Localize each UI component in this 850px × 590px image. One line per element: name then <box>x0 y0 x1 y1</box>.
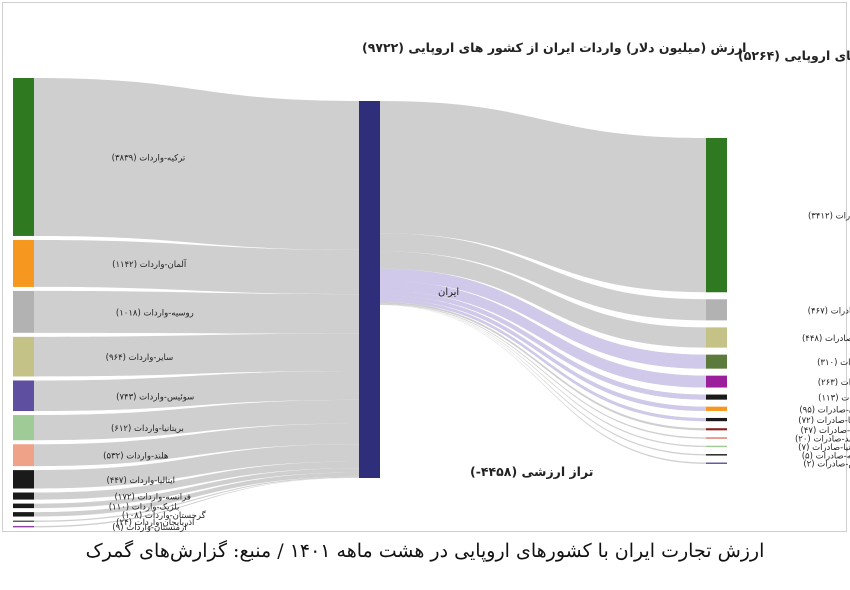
export-10-node <box>706 445 727 448</box>
export-9-node <box>706 437 727 439</box>
import-11-node <box>13 520 34 522</box>
import-0-link <box>34 78 359 250</box>
import-1-node <box>13 239 34 287</box>
export-12-label: سوئیس-صادرات (۲) <box>803 460 850 470</box>
import-2-label: روسیه-واردات (۱۰۱۸) <box>116 308 194 318</box>
imports-title: ارزش (میلیون دلار) واردات ایران از کشور … <box>362 40 746 55</box>
export-7-node <box>706 417 727 422</box>
import-3-label: سایر-واردات (۹۶۴) <box>106 353 174 363</box>
import-1-link <box>34 239 359 295</box>
import-8-node <box>13 492 34 500</box>
import-2-link <box>34 290 359 334</box>
import-12-link <box>34 477 359 528</box>
export-12-link <box>380 304 706 464</box>
iran-node <box>359 101 380 478</box>
export-1-label: روسیه-صادرات (۴۶۷) <box>808 306 850 316</box>
import-5-label: بریتانیا-واردات (۶۱۲) <box>111 424 184 434</box>
import-11-link <box>34 476 359 522</box>
trade-balance-label: تراز ارزشی (۴۴۵۸-) <box>470 464 593 479</box>
export-1-link <box>380 233 706 321</box>
import-7-node <box>13 470 34 489</box>
import-7-link <box>34 444 359 489</box>
export-3-node <box>706 354 727 369</box>
export-2-node <box>706 327 727 348</box>
import-9-label: بلژیک-واردات (۱۱۰) <box>109 502 180 512</box>
diagram-frame <box>2 2 847 532</box>
export-5-label: گرجستان-صادرات (۱۱۳) <box>818 393 850 404</box>
import-10-node <box>13 512 34 517</box>
export-11-node <box>706 454 727 456</box>
import-9-link <box>34 468 359 509</box>
export-6-label: آلمان-صادرات (۹۵) <box>799 403 850 415</box>
import-9-node <box>13 503 34 509</box>
exports-title: ارزش (میلیون دلار) صادرات ایران به کشوره… <box>738 48 850 63</box>
import-10-label: گرجستان-واردات (۱۰۸) <box>122 510 207 521</box>
export-8-link <box>380 301 706 431</box>
import-6-link <box>34 423 359 467</box>
import-3-node <box>13 336 34 377</box>
import-5-link <box>34 399 359 441</box>
import-11-label: آذربایجان-واردات (۲۴) <box>116 516 195 528</box>
import-12-node <box>13 525 34 528</box>
caption: ارزش تجارت ایران با کشورهای اروپایی در ه… <box>85 540 765 562</box>
export-9-label: هلند-صادرات (۲۰) <box>795 435 850 445</box>
export-2-link <box>380 251 706 348</box>
export-11-link <box>380 304 706 456</box>
export-4-label: ارمنستان-صادرات (۲۶۳) <box>818 378 850 388</box>
import-2-node <box>13 290 34 333</box>
export-7-highlight <box>380 299 706 422</box>
import-7-label: ایتالیا-واردات (۴۴۷) <box>106 476 174 486</box>
export-0-label: ترکیه-صادرات (۳۴۱۲) <box>808 212 850 222</box>
import-0-node <box>13 78 34 236</box>
export-10-link <box>380 304 706 448</box>
import-4-label: سوئیس-واردات (۷۴۳) <box>116 392 194 402</box>
export-11-label: فرانسه-صادرات (۵) <box>802 451 850 461</box>
export-2-label: سایر-صادرات (۴۴۸) <box>802 334 850 344</box>
iran-label: ایران <box>438 287 459 298</box>
export-9-link <box>380 303 706 439</box>
import-0-label: ترکیه-واردات (۳۸۳۹) <box>112 153 186 163</box>
import-4-node <box>13 380 34 412</box>
export-3-highlight <box>380 268 706 369</box>
import-6-node <box>13 444 34 467</box>
import-10-link <box>34 472 359 517</box>
export-6-node <box>706 406 727 411</box>
export-1-node <box>706 299 727 321</box>
import-12-label: ارمنستان-واردات (۹) <box>112 523 186 533</box>
import-8-link <box>34 461 359 500</box>
import-3-link <box>34 333 359 377</box>
export-0-node <box>706 138 727 293</box>
export-8-label: بلژیک-صادرات (۴۷) <box>800 426 850 436</box>
import-5-node <box>13 415 34 441</box>
export-8-node <box>706 428 727 431</box>
import-6-label: هلند-واردات (۵۳۲) <box>103 452 168 462</box>
export-10-label: بریتانیا-صادرات (۷) <box>798 443 850 453</box>
sankey-diagram: ترکیه-واردات (۳۸۳۹) آلمان-واردات (۱۱۴۲) رو… <box>13 40 850 533</box>
export-5-highlight <box>380 291 706 400</box>
import-8-label: فرانسه-واردات (۱۷۲) <box>114 493 190 503</box>
export-4-node <box>706 375 727 388</box>
nodes <box>13 78 727 528</box>
export-0-link <box>380 101 706 293</box>
export-3-label: آذربایجان-صادرات (۳۱۰) <box>817 356 850 368</box>
export-5-node <box>706 394 727 400</box>
import-4-link <box>34 371 359 412</box>
export-7-label: ایتالیا-صادرات (۷۲) <box>798 416 850 426</box>
labels: ترکیه-واردات (۳۸۳۹) آلمان-واردات (۱۱۴۲) رو… <box>103 153 850 533</box>
export-12-node <box>706 462 727 464</box>
export-4-highlight <box>380 280 706 388</box>
flow-links <box>34 78 706 528</box>
import-1-label: آلمان-واردات (۱۱۴۲) <box>112 258 187 270</box>
export-6-highlight <box>380 295 706 411</box>
